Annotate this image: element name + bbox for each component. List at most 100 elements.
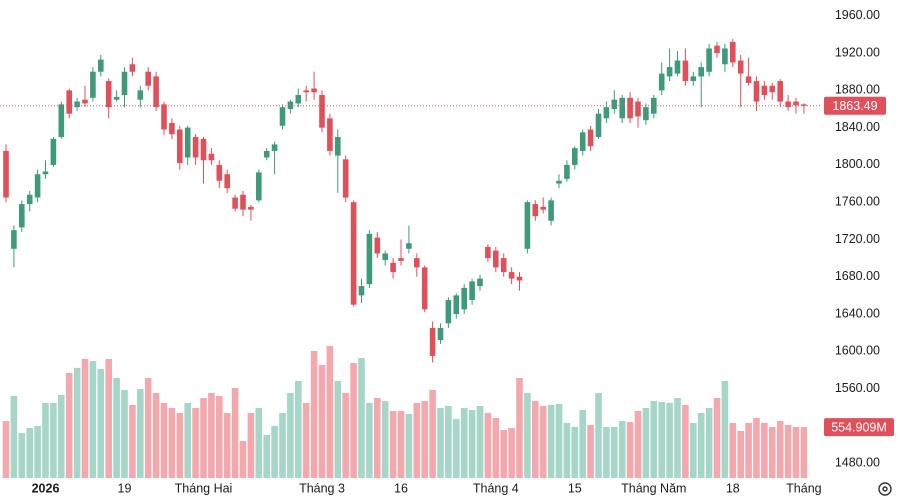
candle-body bbox=[382, 253, 388, 260]
last-volume-label: 554.909M bbox=[831, 420, 887, 434]
candle-body bbox=[129, 64, 136, 72]
candle-body bbox=[635, 101, 641, 117]
candle-body bbox=[153, 76, 159, 108]
y-tick-label: 1920.00 bbox=[835, 45, 880, 59]
candle-body bbox=[240, 194, 246, 210]
candle-body bbox=[714, 45, 720, 54]
volume-bar bbox=[42, 402, 49, 478]
x-tick-label: Tháng Năm bbox=[621, 481, 686, 495]
candle-body bbox=[643, 107, 649, 121]
candle-body bbox=[50, 138, 57, 165]
candle-body bbox=[192, 136, 199, 158]
candle-body bbox=[556, 180, 562, 184]
candle-body bbox=[666, 67, 673, 77]
volume-bar bbox=[792, 426, 800, 478]
last-price-label: 1863.49 bbox=[832, 99, 877, 113]
y-tick-label: 1600.00 bbox=[835, 344, 880, 358]
candle-body bbox=[690, 76, 697, 82]
volume-bar bbox=[571, 426, 579, 478]
candle-body bbox=[58, 104, 65, 137]
candle-body bbox=[595, 113, 602, 137]
candle-body bbox=[374, 237, 381, 254]
candle-body bbox=[619, 97, 625, 119]
candle-body bbox=[445, 300, 452, 324]
volume-bar bbox=[500, 430, 507, 478]
volume-bar bbox=[374, 397, 381, 478]
volume-bar bbox=[468, 410, 476, 478]
volume-bar bbox=[690, 422, 697, 478]
volume-bar bbox=[216, 395, 223, 478]
y-tick-label: 1960.00 bbox=[835, 8, 880, 22]
volume-bar bbox=[555, 403, 563, 478]
volume-bar bbox=[184, 402, 191, 478]
volume-bar bbox=[113, 377, 120, 478]
volume-bar bbox=[595, 392, 602, 478]
volume-bar bbox=[279, 413, 286, 478]
x-tick-label: Tháng bbox=[786, 481, 821, 495]
volume-bar bbox=[121, 389, 128, 478]
volume-bar bbox=[302, 402, 310, 478]
candle-body bbox=[611, 99, 618, 110]
candle-body bbox=[350, 202, 357, 305]
volume-bar bbox=[223, 413, 231, 478]
y-tick-label: 1760.00 bbox=[835, 194, 880, 208]
candle-body bbox=[603, 107, 610, 119]
candle-body bbox=[785, 101, 791, 108]
volume-bar bbox=[168, 407, 176, 478]
candle-body bbox=[34, 174, 41, 198]
settings-icon[interactable] bbox=[878, 482, 892, 496]
candle-body bbox=[674, 60, 681, 74]
candle-body bbox=[295, 95, 302, 104]
candle-body bbox=[548, 200, 554, 221]
volume-bar bbox=[65, 372, 73, 478]
volume-bar bbox=[10, 395, 18, 478]
x-tick-label: 16 bbox=[394, 481, 408, 495]
volume-bar bbox=[445, 405, 452, 478]
volume-bar bbox=[413, 402, 421, 478]
volume-bar bbox=[342, 392, 349, 478]
candle-body bbox=[414, 258, 420, 268]
x-tick-label: 2026 bbox=[32, 481, 60, 495]
candle-body bbox=[3, 150, 9, 198]
volume-bar bbox=[160, 402, 168, 478]
candle-body bbox=[753, 81, 760, 102]
volume-bar bbox=[405, 413, 413, 478]
candle-body bbox=[200, 138, 207, 161]
volume-bar bbox=[50, 402, 57, 478]
candle-body bbox=[745, 76, 752, 83]
candle-body bbox=[508, 272, 515, 279]
candle-body bbox=[698, 67, 704, 77]
gear-outer bbox=[878, 482, 892, 496]
volume-bar bbox=[73, 367, 81, 478]
candle-body bbox=[216, 164, 223, 181]
candle-body bbox=[485, 246, 491, 259]
volume-bar bbox=[34, 425, 41, 478]
candle-body bbox=[279, 107, 286, 126]
candle-body bbox=[335, 136, 341, 156]
candle-body bbox=[406, 243, 412, 249]
volume-bar bbox=[745, 422, 752, 478]
volume-bar bbox=[381, 401, 389, 478]
volume-bar bbox=[634, 411, 642, 478]
volume-bar bbox=[239, 441, 247, 478]
volume-bar bbox=[776, 421, 784, 478]
y-tick-label: 1880.00 bbox=[835, 83, 880, 97]
volume-bar bbox=[437, 407, 444, 478]
candle-body bbox=[358, 286, 365, 296]
volume-bar bbox=[476, 405, 484, 478]
volume-bar bbox=[318, 364, 326, 478]
candle-body bbox=[121, 71, 128, 96]
candle-body bbox=[706, 48, 712, 72]
volume-bar bbox=[263, 434, 270, 478]
volume-bar bbox=[247, 413, 255, 478]
volume-bar bbox=[89, 361, 97, 478]
volume-bar bbox=[231, 387, 239, 478]
candle-body bbox=[287, 101, 294, 110]
volume-bar bbox=[587, 424, 594, 478]
candle-body bbox=[722, 48, 728, 65]
volume-bar bbox=[666, 402, 673, 478]
candle-body bbox=[11, 230, 17, 249]
volume-bar bbox=[524, 392, 531, 478]
y-tick-label: 1480.00 bbox=[835, 455, 880, 469]
